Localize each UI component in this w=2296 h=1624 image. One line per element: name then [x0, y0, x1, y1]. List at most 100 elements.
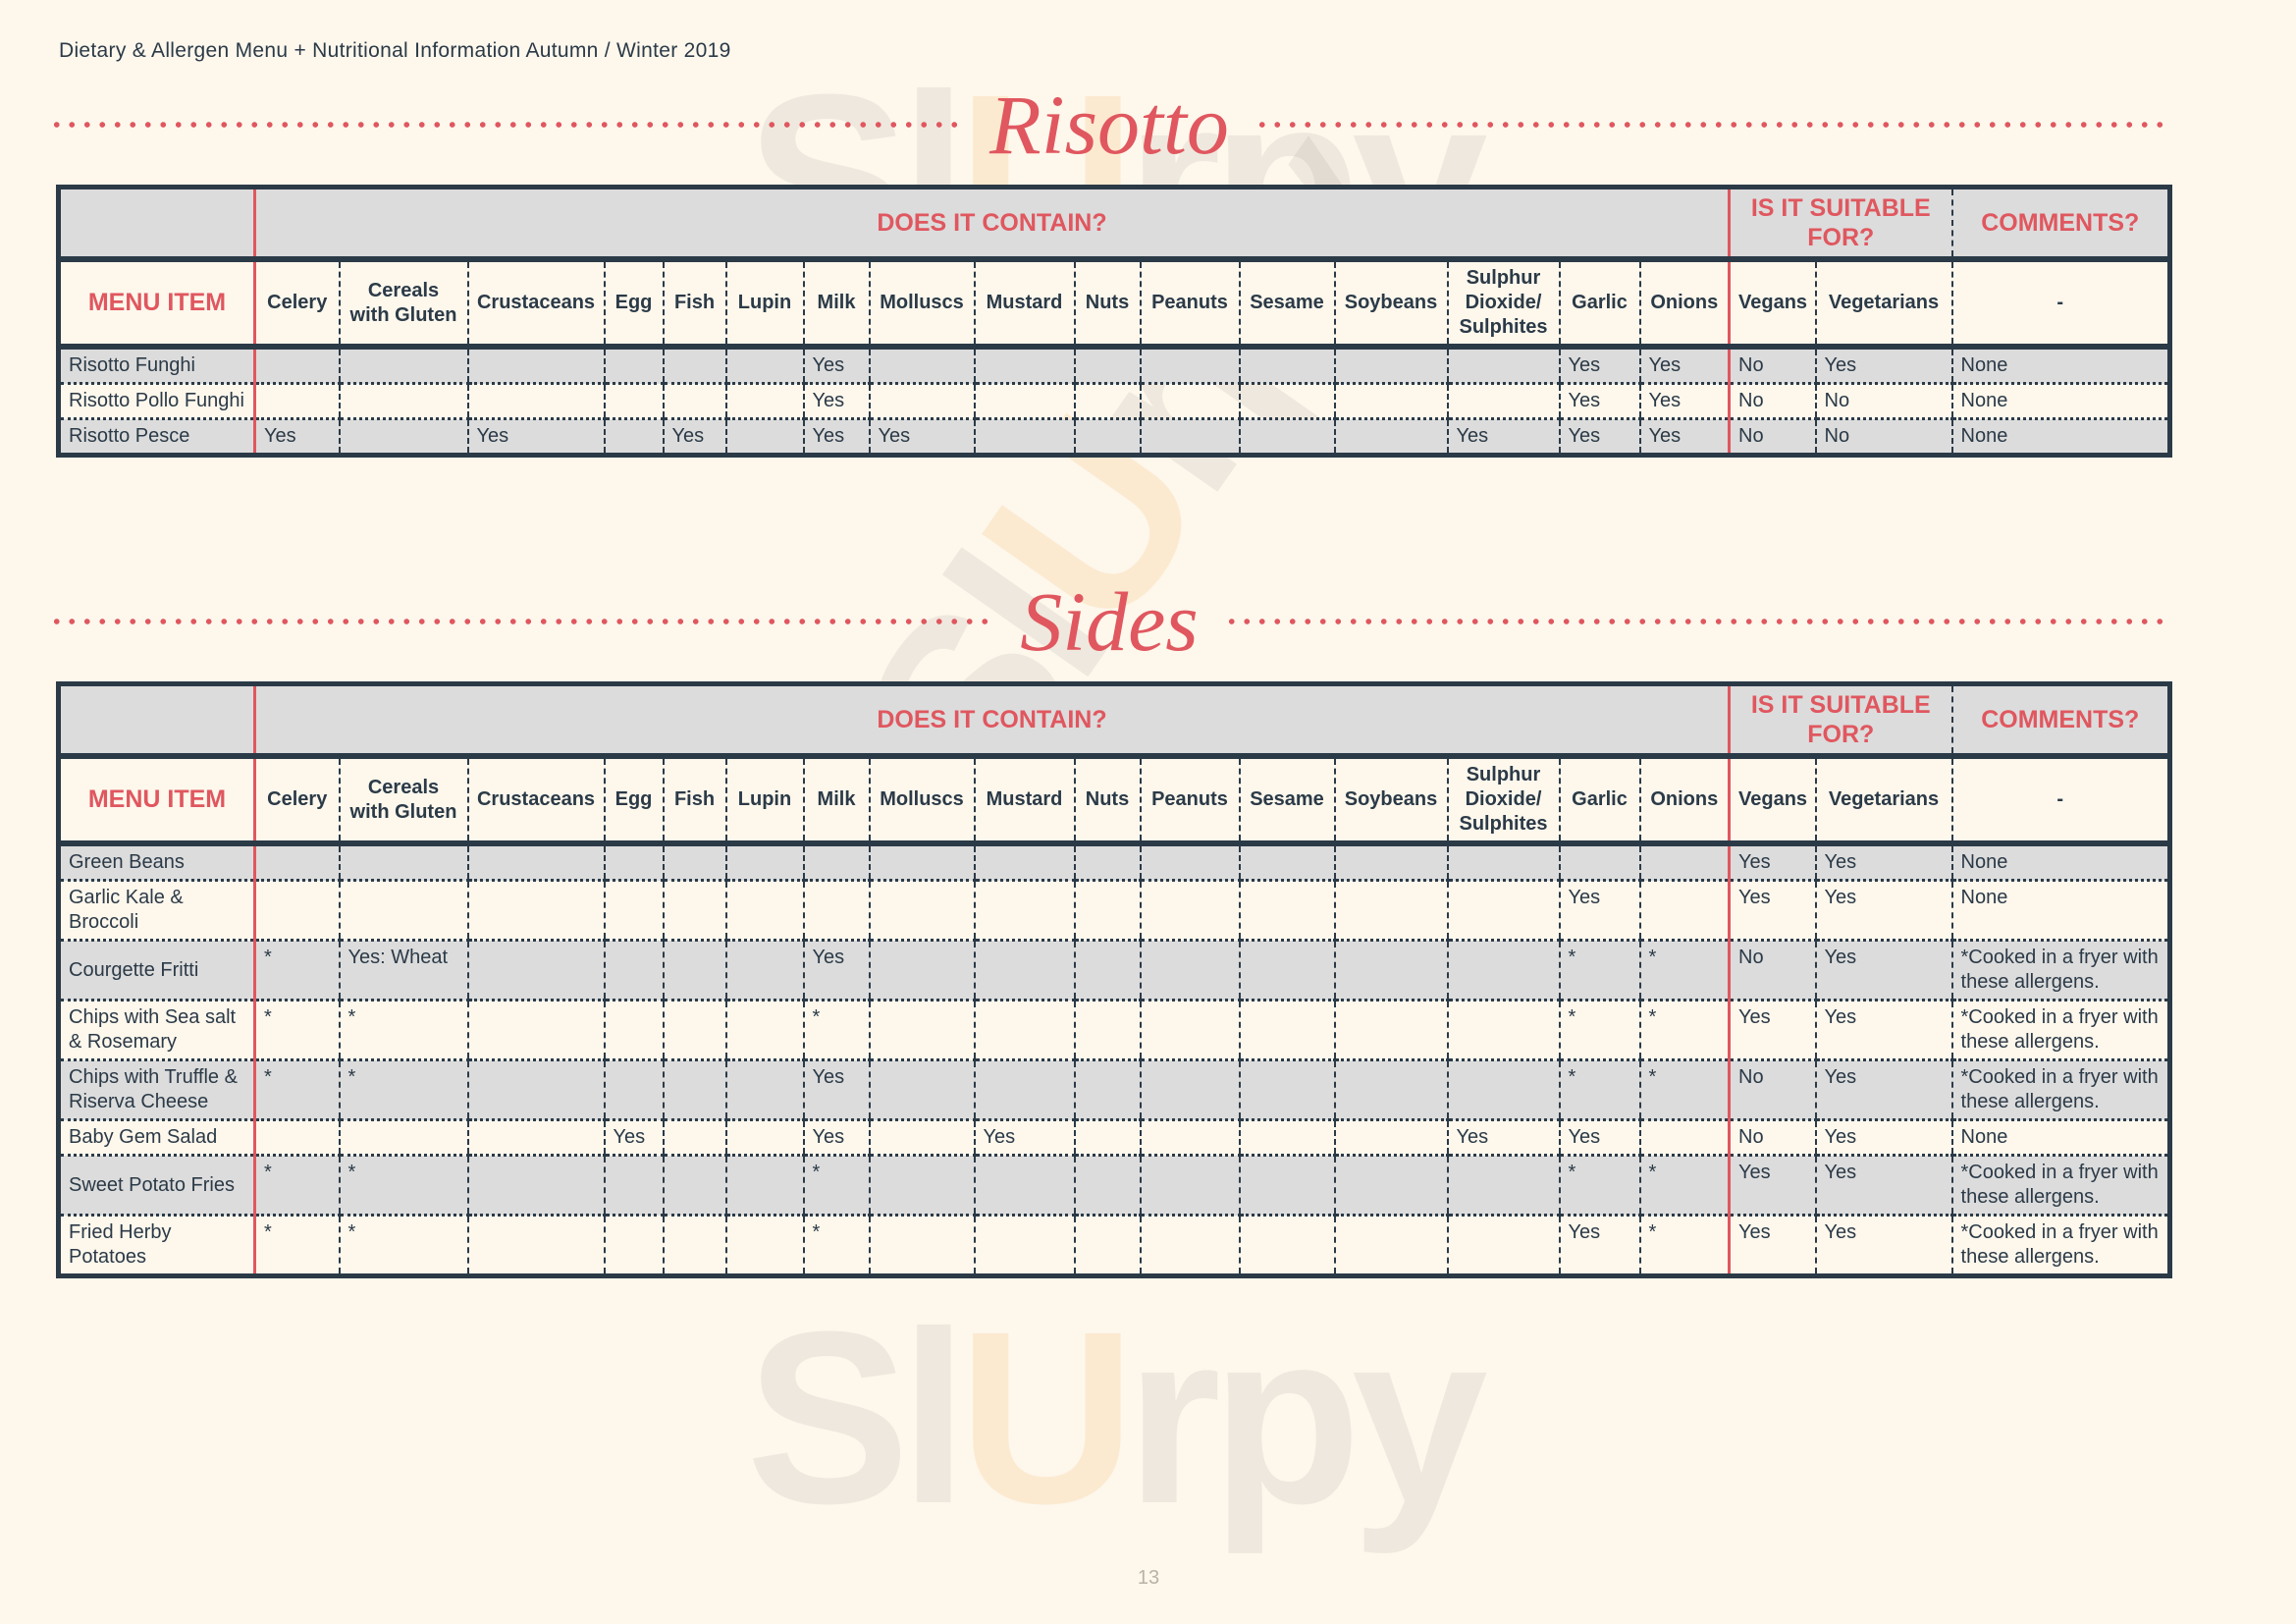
cell-molluscs [868, 1059, 975, 1121]
column-header-sesame: Sesame [1238, 756, 1335, 846]
cell-mustard [973, 880, 1075, 942]
cell-sesame [1238, 1059, 1335, 1121]
menu-item-header: MENU ITEM [58, 756, 255, 846]
cell-peanuts [1139, 347, 1240, 385]
cell-molluscs [868, 1000, 975, 1061]
cell-mustard [973, 843, 1075, 882]
cell-vegetarians: Yes [1814, 1000, 1952, 1061]
cell-molluscs [868, 880, 975, 942]
page-number: 13 [1137, 1567, 1160, 1589]
menu-item-name: Risotto Pollo Funghi [58, 383, 255, 420]
cell-onions: Yes [1638, 383, 1730, 420]
cell-onions: * [1638, 1059, 1730, 1121]
cell-sulphur-dioxide-sulphites [1446, 347, 1560, 385]
cell-garlic: * [1558, 1000, 1640, 1061]
cell-sulphur-dioxide-sulphites: Yes [1446, 418, 1560, 456]
cell-nuts [1073, 1215, 1141, 1276]
dotted-divider [49, 121, 965, 129]
cell-nuts [1073, 418, 1141, 456]
column-header-row: MENU ITEM Celery Cereals with Gluten Crusta… [58, 259, 2170, 350]
cell-nuts [1073, 843, 1141, 882]
cell-egg [603, 1059, 664, 1121]
menu-item-name: Risotto Pesce [58, 418, 255, 456]
cell-comment: *Cooked in a fryer with these allergens. [1950, 1155, 2170, 1217]
section-heading-risotto: Risotto [49, 82, 2169, 167]
cell-molluscs [868, 843, 975, 882]
cell-sesame [1238, 940, 1335, 1001]
cell-nuts [1073, 383, 1141, 420]
cell-onions: Yes [1638, 418, 1730, 456]
column-header-cereals-with-gluten: Cereals with Gluten [338, 259, 468, 350]
cell-milk [802, 880, 870, 942]
cell-peanuts [1139, 880, 1240, 942]
cell-vegetarians: No [1814, 418, 1952, 456]
table-row: Sweet Potato Fries * * * * * Yes Yes *Cooked in … [58, 1155, 2170, 1217]
menu-item-name: Sweet Potato Fries [58, 1155, 255, 1217]
cell-comment: *Cooked in a fryer with these allergens. [1950, 940, 2170, 1001]
cell-egg [603, 1155, 664, 1217]
risotto-allergen-table: DOES IT CONTAIN? IS IT SUITABLE FOR? COMME… [56, 185, 2173, 458]
column-header-onions: Onions [1638, 756, 1730, 846]
cell-nuts [1073, 940, 1141, 1001]
cell-cereals-with-gluten: * [338, 1155, 468, 1217]
cell-crustaceans [466, 1119, 605, 1157]
column-header-peanuts: Peanuts [1139, 756, 1240, 846]
cell-mustard: Yes [973, 1119, 1075, 1157]
cell-egg [603, 1215, 664, 1276]
cell-vegetarians: Yes [1814, 347, 1952, 385]
cell-garlic: * [1558, 1059, 1640, 1121]
cell-lupin [724, 880, 804, 942]
cell-crustaceans [466, 1155, 605, 1217]
cell-sesame [1238, 843, 1335, 882]
cell-garlic: * [1558, 1155, 1640, 1217]
cell-onions [1638, 843, 1730, 882]
cell-crustaceans [466, 880, 605, 942]
contains-group-header: DOES IT CONTAIN? [252, 187, 1730, 262]
cell-celery [253, 383, 340, 420]
cell-crustaceans [466, 383, 605, 420]
cell-cereals-with-gluten [338, 347, 468, 385]
cell-crustaceans [466, 347, 605, 385]
cell-peanuts [1139, 1000, 1240, 1061]
cell-vegans: No [1728, 383, 1816, 420]
cell-crustaceans [466, 1215, 605, 1276]
cell-vegans: No [1728, 940, 1816, 1001]
column-header-molluscs: Molluscs [868, 756, 975, 846]
cell-vegetarians: No [1814, 383, 1952, 420]
menu-item-name: Chips with Sea salt & Rosemary [58, 1000, 255, 1061]
cell-comment: None [1950, 418, 2170, 456]
sides-allergen-table: DOES IT CONTAIN? IS IT SUITABLE FOR? COMME… [56, 681, 2173, 1278]
column-header-vegetarians: Vegetarians [1814, 756, 1952, 846]
table-row: Risotto Pesce Yes Yes Yes Yes Yes Yes Yes Yes No N… [58, 418, 2170, 456]
cell-fish [662, 843, 726, 882]
cell-molluscs [868, 383, 975, 420]
cell-sulphur-dioxide-sulphites [1446, 1155, 1560, 1217]
suitable-group-header: IS IT SUITABLE FOR? [1728, 187, 1952, 262]
cell-celery [253, 347, 340, 385]
cell-lupin [724, 1119, 804, 1157]
cell-sulphur-dioxide-sulphites [1446, 383, 1560, 420]
cell-milk: * [802, 1215, 870, 1276]
cell-onions: * [1638, 1215, 1730, 1276]
cell-onions [1638, 880, 1730, 942]
column-header-nuts: Nuts [1073, 756, 1141, 846]
column-header-garlic: Garlic [1558, 259, 1640, 350]
cell-peanuts [1139, 940, 1240, 1001]
cell-cereals-with-gluten [338, 383, 468, 420]
cell-egg [603, 940, 664, 1001]
table-row: Garlic Kale & Broccoli Yes Yes Yes None [58, 880, 2170, 942]
menu-item-name: Garlic Kale & Broccoli [58, 880, 255, 942]
cell-sesame [1238, 880, 1335, 942]
cell-egg [603, 880, 664, 942]
column-header-soybeans: Soybeans [1333, 756, 1448, 846]
cell-fish [662, 1000, 726, 1061]
cell-garlic [1558, 843, 1640, 882]
column-header-vegetarians: Vegetarians [1814, 259, 1952, 350]
menu-item-name: Chips with Truffle & Riserva Cheese [58, 1059, 255, 1121]
column-header-vegans: Vegans [1728, 756, 1816, 846]
cell-nuts [1073, 1155, 1141, 1217]
cell-mustard [973, 418, 1075, 456]
column-header-nuts: Nuts [1073, 259, 1141, 350]
cell-fish: Yes [662, 418, 726, 456]
cell-fish [662, 1119, 726, 1157]
